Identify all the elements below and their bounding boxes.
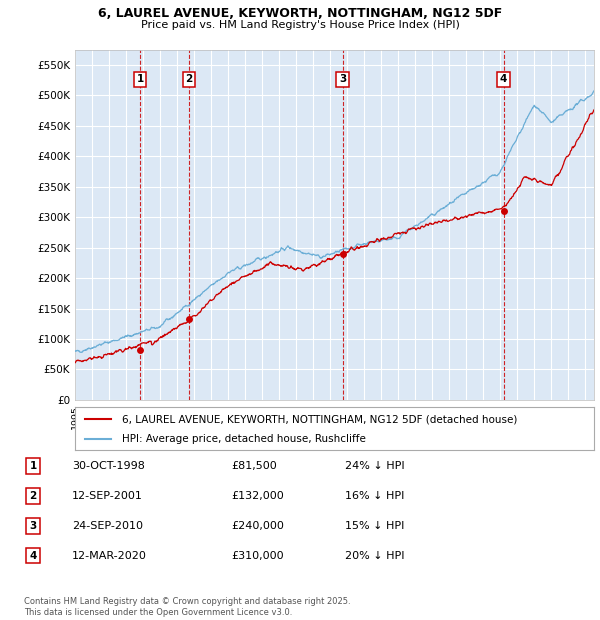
Text: 12-SEP-2001: 12-SEP-2001 [72, 491, 143, 501]
Text: £81,500: £81,500 [231, 461, 277, 471]
Text: Contains HM Land Registry data © Crown copyright and database right 2025.
This d: Contains HM Land Registry data © Crown c… [24, 598, 350, 617]
Text: 16% ↓ HPI: 16% ↓ HPI [345, 491, 404, 501]
Text: 1: 1 [29, 461, 37, 471]
Text: 30-OCT-1998: 30-OCT-1998 [72, 461, 145, 471]
Text: 3: 3 [339, 74, 346, 84]
Text: 3: 3 [29, 521, 37, 531]
Text: 4: 4 [29, 551, 37, 560]
Text: 2: 2 [185, 74, 193, 84]
Text: 6, LAUREL AVENUE, KEYWORTH, NOTTINGHAM, NG12 5DF: 6, LAUREL AVENUE, KEYWORTH, NOTTINGHAM, … [98, 7, 502, 20]
Text: £132,000: £132,000 [231, 491, 284, 501]
Text: Price paid vs. HM Land Registry's House Price Index (HPI): Price paid vs. HM Land Registry's House … [140, 20, 460, 30]
Text: 6, LAUREL AVENUE, KEYWORTH, NOTTINGHAM, NG12 5DF (detached house): 6, LAUREL AVENUE, KEYWORTH, NOTTINGHAM, … [122, 414, 517, 424]
Text: 4: 4 [500, 74, 508, 84]
Text: HPI: Average price, detached house, Rushcliffe: HPI: Average price, detached house, Rush… [122, 434, 365, 444]
Text: 1: 1 [137, 74, 144, 84]
Text: £240,000: £240,000 [231, 521, 284, 531]
Text: 12-MAR-2020: 12-MAR-2020 [72, 551, 147, 560]
Text: £310,000: £310,000 [231, 551, 284, 560]
Text: 24% ↓ HPI: 24% ↓ HPI [345, 461, 404, 471]
Text: 20% ↓ HPI: 20% ↓ HPI [345, 551, 404, 560]
Text: 2: 2 [29, 491, 37, 501]
Text: 24-SEP-2010: 24-SEP-2010 [72, 521, 143, 531]
Text: 15% ↓ HPI: 15% ↓ HPI [345, 521, 404, 531]
